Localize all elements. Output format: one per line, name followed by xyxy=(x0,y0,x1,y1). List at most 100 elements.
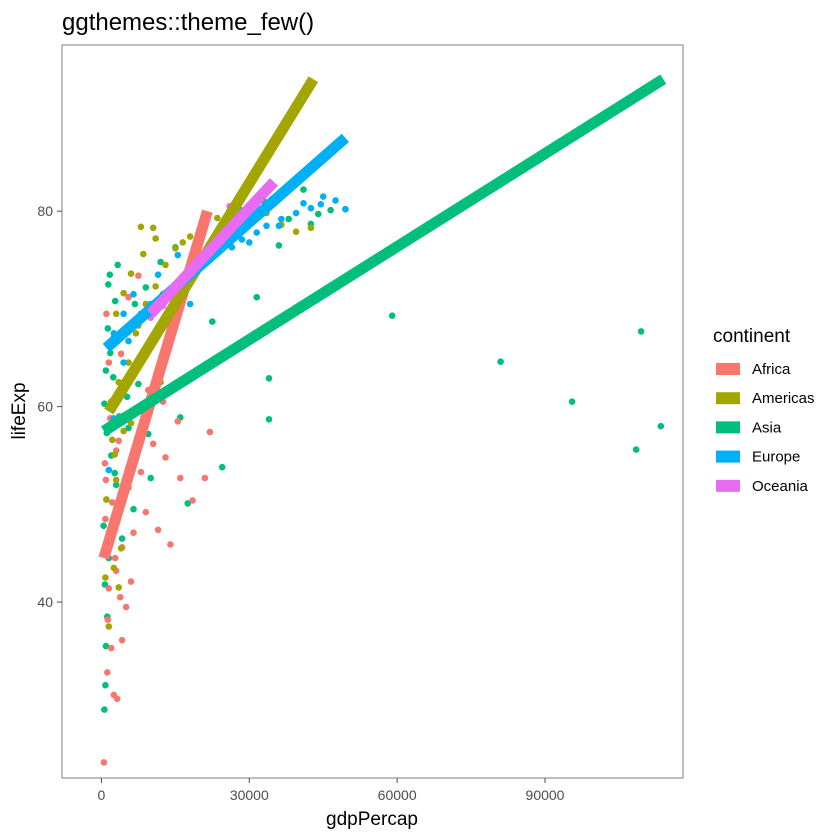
data-point-americas xyxy=(162,261,169,269)
fit-line-oceania xyxy=(146,178,278,318)
plot-panel xyxy=(61,44,684,779)
legend-key-europe xyxy=(716,450,740,463)
data-point-asia xyxy=(637,328,645,335)
data-point-asia xyxy=(142,284,150,291)
data-point-asia xyxy=(147,474,154,482)
data-point-americas xyxy=(137,223,145,231)
data-point-africa xyxy=(162,454,169,461)
data-point-asia xyxy=(135,380,142,388)
data-point-americas xyxy=(102,574,109,581)
data-point-africa xyxy=(177,474,184,482)
data-point-africa xyxy=(105,585,113,592)
data-point-europe xyxy=(342,205,349,213)
data-point-europe xyxy=(300,200,307,207)
data-point-americas xyxy=(127,270,135,278)
data-point-africa xyxy=(189,497,196,504)
data-point-africa xyxy=(174,418,182,425)
legend-key-asia xyxy=(716,421,740,434)
data-point-americas xyxy=(109,436,116,444)
legend-label-africa: Africa xyxy=(752,361,791,378)
data-point-africa xyxy=(135,272,142,280)
data-point-africa xyxy=(137,468,145,476)
data-point-americas xyxy=(125,359,132,366)
data-point-americas xyxy=(292,228,300,235)
data-point-asia xyxy=(265,416,273,423)
data-point-asia xyxy=(100,522,107,530)
data-point-europe xyxy=(120,359,127,366)
data-point-africa xyxy=(127,578,135,585)
data-point-americas xyxy=(105,623,113,630)
data-point-americas xyxy=(149,224,157,232)
data-point-asia xyxy=(114,261,121,269)
data-point-europe xyxy=(275,222,283,230)
data-point-asia xyxy=(106,271,114,279)
data-point-asia xyxy=(300,186,307,193)
data-point-africa xyxy=(101,460,109,467)
data-point-americas xyxy=(112,476,120,484)
data-point-europe xyxy=(307,204,315,212)
data-point-africa xyxy=(149,440,157,448)
y-axis-title: lifeExp xyxy=(9,382,30,439)
data-point-africa xyxy=(154,526,162,534)
data-point-asia xyxy=(125,424,132,432)
data-point-asia xyxy=(110,374,117,381)
fit-lines xyxy=(98,74,667,560)
data-point-europe xyxy=(125,337,132,345)
data-point-africa xyxy=(130,529,137,536)
legend-label-americas: Americas xyxy=(752,390,815,407)
data-point-europe xyxy=(292,209,300,217)
data-point-europe xyxy=(174,251,182,259)
fit-line-europe xyxy=(102,133,350,353)
data-point-asia xyxy=(184,500,191,507)
data-point-asia xyxy=(101,706,108,713)
fit-line-asia xyxy=(100,74,667,436)
x-axis-title: gdpPercap xyxy=(326,809,418,830)
data-point-americas xyxy=(120,289,127,297)
data-point-americas xyxy=(117,545,125,552)
x-axis: 0 30000 60000 90000 xyxy=(98,778,565,803)
data-point-americas xyxy=(103,496,110,503)
data-point-americas xyxy=(140,250,147,258)
data-point-asia xyxy=(101,400,108,408)
data-point-asia xyxy=(111,469,118,477)
legend-label-europe: Europe xyxy=(752,449,800,466)
data-point-africa xyxy=(116,593,124,601)
data-point-europe xyxy=(278,215,285,223)
data-point-africa xyxy=(102,515,109,523)
data-point-asia xyxy=(111,297,119,305)
data-point-asia xyxy=(131,300,139,308)
data-point-asia xyxy=(102,681,109,689)
data-point-europe xyxy=(246,239,253,246)
data-point-europe xyxy=(105,466,113,474)
data-point-asia xyxy=(102,367,110,374)
data-point-americas xyxy=(152,283,159,290)
data-point-americas xyxy=(112,310,120,318)
legend-label-asia: Asia xyxy=(752,419,782,436)
data-point-africa xyxy=(122,603,130,611)
data-point-asia xyxy=(102,642,110,650)
legend-key-oceania xyxy=(716,479,740,492)
legend: continent Africa Americas Asia Europe Oceani… xyxy=(713,326,815,495)
data-point-africa xyxy=(109,499,116,506)
data-point-asia xyxy=(105,281,112,288)
data-point-americas xyxy=(120,427,127,435)
data-point-americas xyxy=(110,564,118,572)
data-point-americas xyxy=(111,451,118,458)
data-point-americas xyxy=(307,224,315,232)
data-point-africa xyxy=(105,359,113,366)
data-point-africa xyxy=(103,310,110,318)
data-point-africa xyxy=(115,437,122,445)
y-tick-label: 60 xyxy=(37,399,53,415)
data-point-asia xyxy=(568,398,576,406)
x-tick-label: 60000 xyxy=(378,787,417,803)
data-point-asia xyxy=(285,215,293,223)
y-tick-label: 80 xyxy=(37,203,53,219)
data-point-europe xyxy=(332,197,339,204)
data-point-europe xyxy=(130,290,137,298)
data-point-africa xyxy=(206,428,214,436)
data-point-asia xyxy=(327,206,334,214)
x-tick-label: 30000 xyxy=(230,787,269,803)
data-point-europe xyxy=(154,271,162,279)
data-point-africa xyxy=(125,293,132,301)
